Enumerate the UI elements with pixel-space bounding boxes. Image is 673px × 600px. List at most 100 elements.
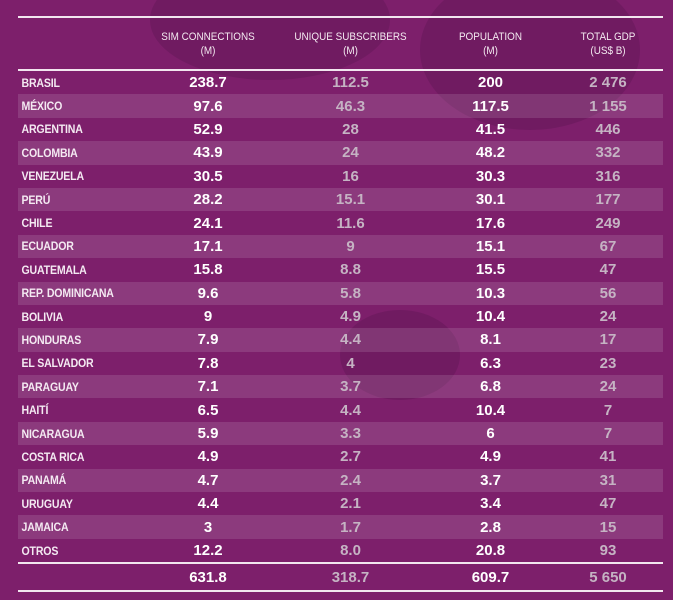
header-unit: (M) bbox=[483, 44, 498, 57]
unique-subscribers-value: 4.4 bbox=[340, 401, 361, 419]
population-value: 10.3 bbox=[475, 284, 506, 302]
table-row: BOLIVIA 9 4.9 10.4 24 bbox=[18, 305, 663, 328]
unique-subscribers-value: 1.7 bbox=[340, 518, 361, 536]
table-row: REP. DOMINICANA 9.6 5.8 10.3 56 bbox=[18, 281, 663, 305]
table-row: NICARAGUA 5.9 3.3 6 7 bbox=[18, 421, 663, 446]
unique-subscribers-value: 8.0 bbox=[340, 542, 361, 559]
population-value: 6.3 bbox=[480, 354, 501, 372]
country-name: EL SALVADOR bbox=[21, 356, 94, 371]
population-value: 3.4 bbox=[480, 495, 501, 513]
sim-connections-value: 97.6 bbox=[193, 97, 223, 115]
population-value: 30.3 bbox=[475, 167, 506, 185]
country-name: OTROS bbox=[21, 543, 59, 558]
population-value: 3.7 bbox=[480, 471, 501, 489]
unique-subscribers-value: 4.9 bbox=[340, 308, 361, 326]
sim-connections-value: 30.5 bbox=[193, 167, 223, 185]
country-name: VENEZUELA bbox=[21, 169, 85, 184]
total-sim-connections: 631.8 bbox=[189, 568, 227, 586]
table-row: GUATEMALA 15.8 8.8 15.5 47 bbox=[18, 258, 663, 281]
sim-connections-value: 24.1 bbox=[193, 214, 223, 232]
table-row: ECUADOR 17.1 9 15.1 67 bbox=[18, 234, 663, 259]
header-label: POPULATION bbox=[458, 30, 523, 43]
top-rule bbox=[18, 16, 663, 18]
country-name: JAMAICA bbox=[21, 520, 69, 535]
unique-subscribers-value: 24 bbox=[342, 144, 359, 162]
unique-subscribers-value: 9 bbox=[346, 237, 355, 255]
total-gdp-value: 7 bbox=[603, 401, 613, 419]
population-value: 200 bbox=[477, 74, 504, 92]
sim-connections-value: 28.2 bbox=[193, 191, 223, 209]
country-name: PARAGUAY bbox=[21, 379, 79, 394]
country-name: GUATEMALA bbox=[21, 262, 87, 277]
sim-connections-value: 9 bbox=[203, 308, 213, 326]
totals-row: 631.8 318.7 609.7 5 650 bbox=[18, 564, 663, 590]
unique-subscribers-value: 8.8 bbox=[340, 261, 361, 279]
country-name: PANAMÁ bbox=[21, 473, 67, 488]
header-population: POPULATION (M) bbox=[434, 30, 547, 58]
table-row: VENEZUELA 30.5 16 30.3 316 bbox=[18, 165, 663, 188]
total-gdp-value: 47 bbox=[599, 495, 617, 513]
total-gdp-value: 41 bbox=[599, 448, 617, 466]
sim-connections-value: 9.6 bbox=[197, 284, 219, 302]
total-gdp-value: 249 bbox=[595, 214, 621, 232]
table-row: EL SALVADOR 7.8 4 6.3 23 bbox=[18, 352, 663, 375]
header-total-gdp: TOTAL GDP (US$ B) bbox=[559, 30, 658, 58]
sim-connections-value: 15.8 bbox=[193, 261, 223, 279]
country-name: HAITÍ bbox=[21, 403, 49, 418]
header-unit: (M) bbox=[200, 44, 216, 57]
sim-connections-value: 4.9 bbox=[197, 448, 219, 466]
unique-subscribers-value: 3.3 bbox=[340, 425, 361, 443]
total-gdp-value: 24 bbox=[599, 308, 617, 326]
total-gdp-value: 67 bbox=[599, 237, 617, 255]
unique-subscribers-value: 3.7 bbox=[340, 378, 361, 396]
total-population: 609.7 bbox=[471, 568, 510, 586]
table-header: SIM CONNECTIONS (M) UNIQUE SUBSCRIBERS (… bbox=[18, 18, 663, 69]
sim-connections-value: 12.2 bbox=[193, 542, 223, 559]
population-value: 30.1 bbox=[475, 191, 506, 209]
unique-subscribers-value: 28 bbox=[342, 120, 359, 138]
unique-subscribers-value: 15.1 bbox=[335, 191, 366, 209]
country-name: ARGENTINA bbox=[21, 122, 83, 137]
total-gdp-value: 177 bbox=[595, 191, 621, 209]
table-row: PANAMÁ 4.7 2.4 3.7 31 bbox=[18, 468, 663, 493]
total-gdp-value: 7 bbox=[603, 425, 613, 443]
total-gdp-value: 15 bbox=[599, 518, 617, 536]
population-value: 10.4 bbox=[475, 308, 506, 326]
header-label: TOTAL GDP bbox=[580, 30, 636, 43]
total-gdp-value: 446 bbox=[595, 120, 621, 138]
table-row: COLOMBIA 43.9 24 48.2 332 bbox=[18, 141, 663, 165]
country-name: MÉXICO bbox=[21, 99, 63, 114]
total-gdp-value: 93 bbox=[599, 542, 617, 559]
header-label: SIM CONNECTIONS bbox=[161, 30, 255, 43]
country-name: COSTA RICA bbox=[21, 449, 85, 464]
sim-connections-value: 17.1 bbox=[193, 237, 223, 255]
country-name: HONDURAS bbox=[21, 332, 82, 347]
total-gdp-value: 332 bbox=[595, 144, 621, 162]
country-name: BOLIVIA bbox=[21, 309, 64, 324]
header-rule bbox=[18, 69, 663, 71]
table-row: OTROS 12.2 8.0 20.8 93 bbox=[18, 539, 663, 562]
unique-subscribers-value: 5.8 bbox=[340, 284, 361, 302]
country-name: BRASIL bbox=[21, 75, 60, 90]
table-row: BRASIL 238.7 112.5 200 2 476 bbox=[18, 71, 663, 94]
totals-rule bbox=[18, 562, 663, 565]
unique-subscribers-value: 46.3 bbox=[335, 97, 366, 115]
sim-connections-value: 52.9 bbox=[193, 120, 223, 138]
population-value: 15.5 bbox=[475, 261, 506, 279]
sim-connections-value: 238.7 bbox=[189, 74, 227, 92]
total-gdp-value: 2 476 bbox=[589, 74, 627, 92]
total-gdp-value: 56 bbox=[599, 284, 617, 302]
population-value: 48.2 bbox=[475, 144, 506, 162]
population-value: 117.5 bbox=[472, 97, 509, 115]
country-name: REP. DOMINICANA bbox=[21, 286, 114, 301]
total-gdp-value: 47 bbox=[599, 261, 617, 279]
country-name: CHILE bbox=[21, 216, 53, 231]
total-gdp-value: 17 bbox=[599, 331, 617, 349]
sim-connections-value: 7.1 bbox=[197, 378, 219, 396]
population-value: 41.5 bbox=[475, 120, 506, 138]
table-row: JAMAICA 3 1.7 2.8 15 bbox=[18, 515, 663, 539]
unique-subscribers-value: 2.7 bbox=[340, 448, 361, 466]
table-row: URUGUAY 4.4 2.1 3.4 47 bbox=[18, 492, 663, 515]
total-gdp-value: 1 155 bbox=[589, 97, 627, 115]
header-label: UNIQUE SUBSCRIBERS bbox=[294, 30, 407, 43]
